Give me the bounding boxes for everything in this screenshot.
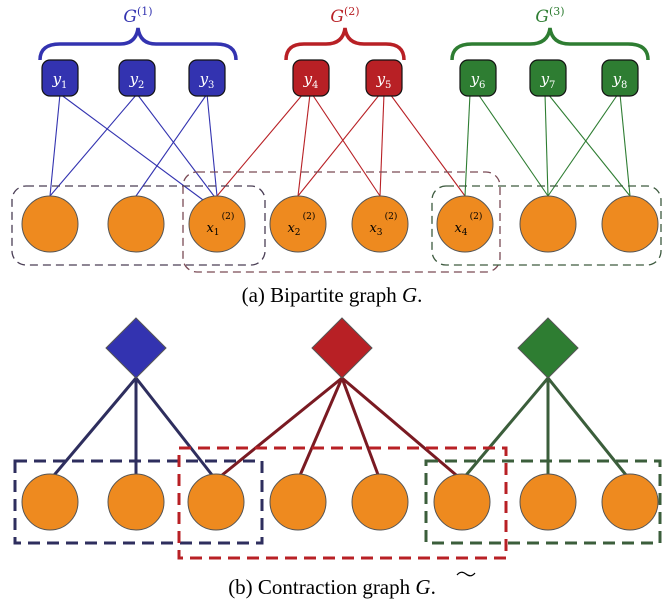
svg-text:y7: y7 [540,70,556,91]
svg-text:y5: y5 [376,70,392,91]
y-node-3: y3 [188,59,226,97]
edge [464,93,471,197]
brace-g1 [38,27,238,61]
edges-g2 [216,93,466,197]
x-node-2 [107,195,165,253]
x-node-b-2 [107,473,165,531]
contracted-node-blue [105,317,167,379]
edge [136,93,221,205]
svg-text:x2: x2 [287,221,300,238]
edge [389,93,466,197]
contraction-box-blue [13,459,264,545]
tilde-mark [456,571,476,577]
edge [49,93,138,197]
edge [379,93,385,197]
svg-text:(2): (2) [303,211,316,222]
group-label-g2: G(2) [330,5,359,27]
x-node-b-4 [269,473,327,531]
y-node-2: y2 [118,59,156,97]
group-box-g2 [182,171,501,273]
caption-b-symbol: G [415,575,430,599]
edge [544,93,549,197]
x-node-4: x2 (2) [269,195,327,253]
svg-text:x1: x1 [206,221,219,238]
edges-g3 [464,93,631,197]
contracted-node-green [517,317,579,379]
brace-g2 [284,27,406,61]
edge [215,376,343,482]
y-node-8: y8 [601,59,639,97]
svg-text:(2): (2) [385,211,398,222]
svg-text:y2: y2 [129,70,145,91]
edge [206,93,218,197]
edge [48,377,138,481]
svg-text:y8: y8 [612,70,628,91]
svg-text:(2): (2) [222,211,235,222]
y-node-5: y5 [365,59,403,97]
edge [311,93,381,197]
edge [460,377,550,481]
x-node-b-6 [433,473,491,531]
x-node-8 [601,195,659,253]
x-node-b-1 [21,473,79,531]
x-node-5: x3 (2) [351,195,409,253]
edges-b-green [460,377,632,481]
edge [134,377,218,481]
x-node-3: x1 (2) [188,195,246,253]
edge [546,377,632,481]
svg-text:y1: y1 [52,70,68,91]
brace-g3 [450,27,650,61]
x-node-6: x4 (2) [436,195,494,253]
edge [547,93,619,197]
svg-text:x3: x3 [369,221,382,238]
group-box-g1 [11,185,266,266]
x-node-b-8 [601,473,659,531]
contracted-node-red [311,317,373,379]
edge [340,377,382,481]
edge [297,93,381,197]
edge [619,93,631,197]
group-label-g1: G(1) [123,5,152,27]
edge [135,93,208,197]
edge [59,93,223,215]
edge [341,376,463,482]
caption-b: (b) Contraction graph G. [228,575,436,599]
y-node-7: y7 [529,59,567,97]
edge [296,377,344,481]
edges-b-blue [48,377,218,481]
x-node-b-5 [351,473,409,531]
edge [49,93,61,197]
panel-b-contraction-graph: (b) Contraction graph G. [13,317,662,599]
y-node-1: y1 [41,59,79,97]
y-node-6: y6 [459,59,497,97]
edges-b-red [215,376,463,482]
x-node-b-7 [519,473,577,531]
caption-a: (a) Bipartite graph G. [242,283,423,307]
edge [216,93,304,197]
contraction-box-red [177,446,508,560]
svg-text:y3: y3 [199,70,215,91]
edges-g1 [49,93,223,215]
contraction-box-green [424,459,662,545]
x-node-b-3 [187,473,245,531]
edge [547,93,631,197]
svg-text:y6: y6 [470,70,486,91]
edge [477,93,549,197]
group-box-g3 [431,185,662,266]
panel-a-bipartite-graph: G(1) G(2) G(3) [11,5,662,307]
y-node-4: y4 [292,59,330,97]
svg-text:y4: y4 [303,70,319,91]
group-label-g3: G(3) [535,5,564,27]
edge [297,93,311,197]
x-node-1 [21,195,79,253]
svg-text:x4: x4 [454,221,467,238]
svg-text:(2): (2) [470,211,483,222]
x-node-7 [519,195,577,253]
